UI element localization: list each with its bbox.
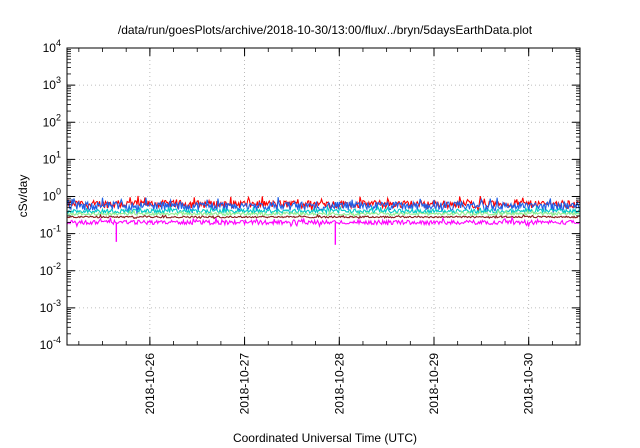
y-tick-labels: 10-4 10-3 10-2 10-1 100 101 102 103 104 bbox=[40, 38, 61, 352]
series-line-2 bbox=[66, 204, 581, 216]
x-tick-label: 2018-10-28 bbox=[332, 353, 346, 415]
y-tick-label: 103 bbox=[43, 75, 61, 92]
series-line-0 bbox=[66, 195, 581, 212]
y-tick-label: 101 bbox=[43, 149, 61, 166]
series-line-4 bbox=[66, 213, 581, 220]
x-tick-label: 2018-10-26 bbox=[143, 353, 157, 415]
x-tick-label: 2018-10-27 bbox=[238, 353, 252, 415]
x-axis-label: Coordinated Universal Time (UTC) bbox=[233, 431, 417, 445]
x-tick-label: 2018-10-30 bbox=[522, 353, 536, 415]
y-tick-label: 104 bbox=[43, 38, 61, 55]
series-group bbox=[66, 195, 581, 245]
y-tick-label: 10-3 bbox=[40, 298, 61, 315]
y-axis-label: cSv/day bbox=[16, 175, 30, 218]
y-tick-label: 10-2 bbox=[40, 261, 61, 278]
series-line-5 bbox=[66, 216, 581, 229]
series-line-3 bbox=[66, 208, 581, 219]
chart-title: /data/run/goesPlots/archive/2018-10-30/1… bbox=[118, 23, 533, 37]
y-tick-label: 10-4 bbox=[40, 335, 61, 352]
axis-ticks bbox=[67, 47, 580, 346]
grid bbox=[67, 48, 580, 345]
y-tick-label: 10-1 bbox=[40, 224, 61, 241]
y-tick-label: 102 bbox=[43, 112, 61, 129]
y-tick-label: 100 bbox=[43, 187, 61, 204]
series-line-1 bbox=[66, 197, 581, 215]
x-tick-label: 2018-10-29 bbox=[427, 353, 441, 415]
x-tick-labels: 2018-10-26 2018-10-27 2018-10-28 2018-10-29… bbox=[143, 353, 536, 415]
